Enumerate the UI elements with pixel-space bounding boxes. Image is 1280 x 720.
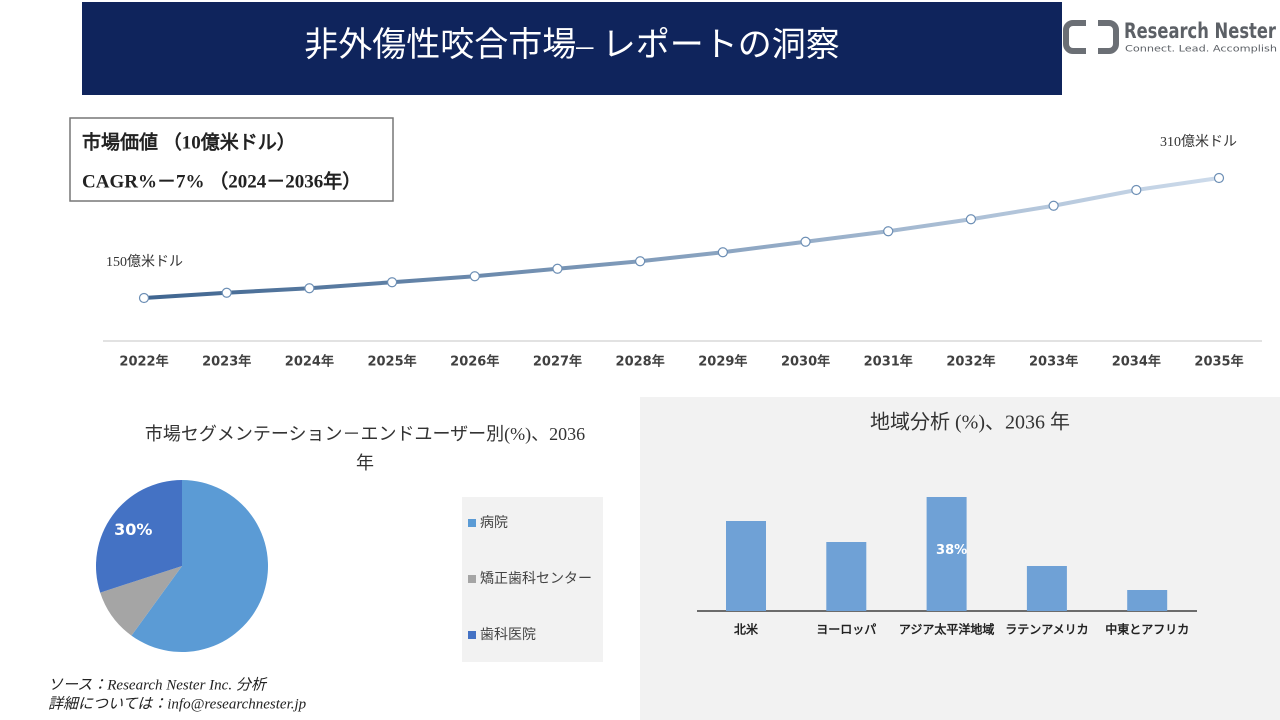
info-box — [69, 117, 394, 202]
legend-box — [462, 497, 603, 662]
bar-title: 地域分析 (%)、2036 年 — [870, 411, 1070, 434]
x-tick-label: 北米 — [734, 622, 759, 637]
header-title: 非外傷性咬合市場– レポートの洞察 — [304, 26, 840, 64]
point — [800, 236, 811, 247]
point — [304, 283, 315, 294]
footer-contact: 詳細については：info@researchnester.jp — [48, 695, 307, 712]
x-tick-label: 2028年 — [616, 354, 665, 370]
point — [965, 214, 977, 225]
x-tick-label: 2023年 — [202, 354, 251, 370]
line-subtitle: CAGR%－7% （2024－2036年） — [82, 169, 361, 192]
bar — [926, 497, 967, 611]
x-tick-label: 2030年 — [781, 354, 830, 370]
legend-swatch — [468, 519, 476, 527]
header-bar — [82, 2, 1062, 95]
pie-title: 市場セグメンテーション－エンドユーザー別(%)、2036年 — [144, 424, 586, 473]
value-label: 150億米ドル — [106, 254, 183, 270]
x-tick-label: 2024年 — [285, 354, 334, 370]
bar — [1127, 590, 1168, 611]
x-tick-label: 2035年 — [1194, 354, 1243, 370]
line-title: 市場価値 （10億米ドル） — [82, 130, 296, 153]
x-tick-label: 2029年 — [698, 354, 747, 370]
logo-icon-gap — [1086, 18, 1098, 56]
legend-swatch — [468, 575, 476, 583]
logo-tagline: Connect. Lead. Accomplish — [1125, 45, 1277, 55]
point — [469, 271, 480, 282]
value-label: 38% — [936, 543, 967, 558]
footer-source: ソース：Research Nester Inc. 分析 — [48, 676, 268, 693]
point — [1131, 184, 1142, 196]
value-label: 310億米ドル — [1160, 134, 1237, 150]
pie-slice — [96, 480, 182, 593]
x-tick-label: ラテンアメリカ — [1005, 623, 1088, 637]
point — [1048, 200, 1059, 211]
x-tick-label: 2033年 — [1029, 354, 1078, 370]
x-tick-label: ヨーロッパ — [816, 623, 876, 637]
pie-slice — [100, 566, 182, 636]
legend-swatch — [468, 631, 476, 639]
bar — [826, 542, 867, 611]
point — [1213, 172, 1225, 184]
legend-label: 矯正歯科センター — [480, 571, 592, 587]
value-label: 30% — [114, 520, 152, 539]
x-tick-label: 2031年 — [864, 354, 913, 370]
logo-name: Research Nester — [1124, 19, 1276, 43]
line — [143, 176, 1220, 300]
point — [635, 256, 646, 267]
x-tick-label: 2027年 — [533, 354, 582, 370]
bar — [1026, 566, 1067, 611]
x-tick-label: アジア太平洋地域 — [899, 622, 995, 637]
pie-slice — [131, 480, 269, 652]
logo: Research Nester Connect. Lead. Accomplis… — [1063, 18, 1277, 56]
bar — [726, 521, 766, 611]
x-tick-label: 2032年 — [946, 354, 995, 370]
x-tick-label: 中東とアフリカ — [1105, 622, 1189, 637]
x-tick-label: 2022年 — [119, 354, 168, 370]
point — [552, 263, 563, 274]
point — [883, 226, 894, 237]
legend-label: 病院 — [480, 515, 508, 531]
x-tick-label: 2025年 — [367, 354, 416, 370]
point — [221, 287, 232, 298]
legend-label: 歯科医院 — [480, 627, 536, 643]
point — [138, 292, 150, 304]
x-tick-label: 2026年 — [450, 354, 499, 370]
point — [717, 247, 728, 258]
point — [386, 277, 398, 288]
x-tick-label: 2034年 — [1112, 354, 1161, 370]
